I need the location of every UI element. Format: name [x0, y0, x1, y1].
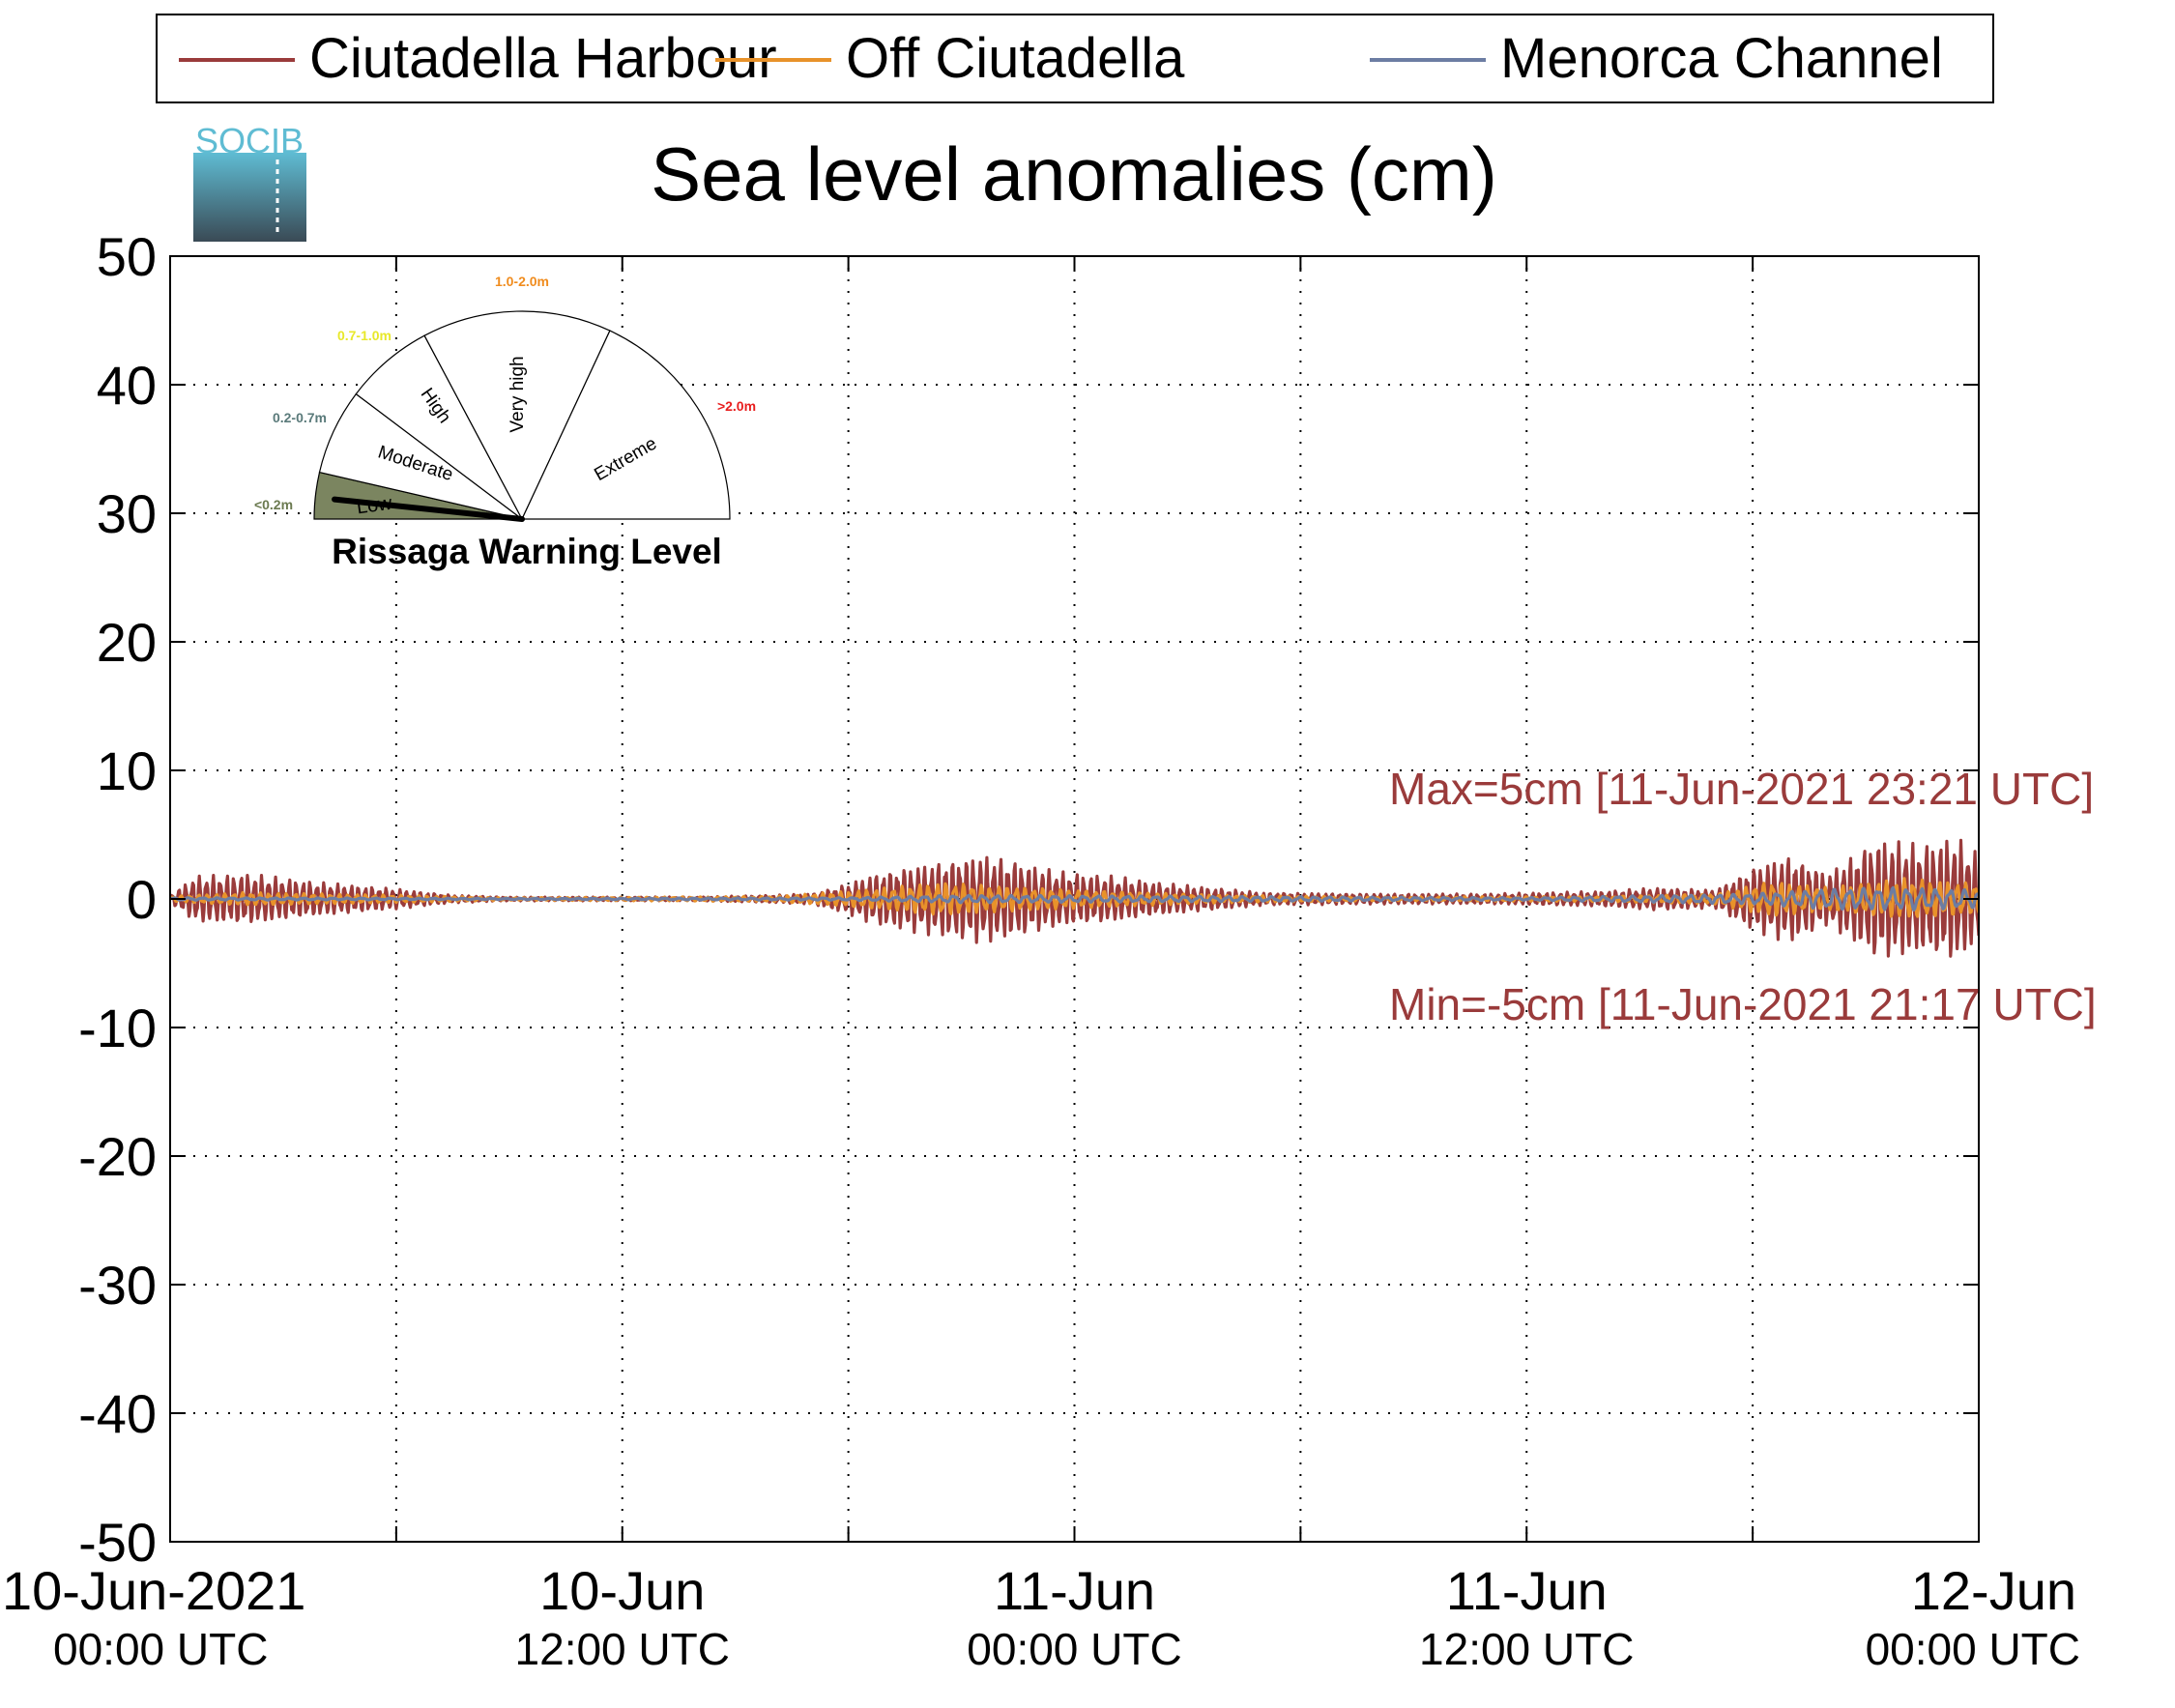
y-tick-label: 40	[97, 355, 157, 416]
socib-logo: SOCIB	[193, 121, 306, 242]
gauge-range-label: <0.2m	[254, 497, 293, 512]
y-tick-label: 0	[127, 869, 157, 930]
max-annotation: Max=5cm [11-Jun-2021 23:21 UTC]	[1389, 764, 2094, 814]
y-tick-label: -40	[78, 1383, 157, 1444]
x-tick-label-date: 11-Jun	[994, 1560, 1155, 1621]
x-tick-label-time: 12:00 UTC	[1419, 1624, 1634, 1674]
min-annotation: Min=-5cm [11-Jun-2021 21:17 UTC]	[1389, 979, 2097, 1029]
y-tick-label: -50	[78, 1512, 157, 1573]
y-tick-label: 50	[97, 226, 157, 287]
gauge-sector	[423, 310, 611, 521]
logo-text: SOCIB	[195, 121, 304, 160]
gauge-sector	[521, 330, 731, 520]
y-tick-label: -10	[78, 998, 157, 1058]
legend-entry: Ciutadella Harbour	[309, 27, 777, 90]
plot-area	[169, 255, 1980, 1543]
x-tick-label-date: 10-Jun-2021	[2, 1560, 305, 1621]
y-tick-label: 10	[97, 740, 157, 801]
x-tick-label-time: 00:00 UTC	[1866, 1624, 2080, 1674]
gauge-range-label: 1.0-2.0m	[495, 274, 549, 289]
x-tick-label-date: 10-Jun	[539, 1560, 705, 1621]
x-tick-label-time: 00:00 UTC	[53, 1624, 268, 1674]
y-tick-label: -20	[78, 1126, 157, 1187]
gauge-needle	[332, 496, 525, 522]
y-axis: 50 40 30 20 10 0 -10 -20 -30 -40 -50	[78, 226, 157, 1573]
gauge-range-label: 0.2-0.7m	[273, 410, 327, 425]
y-tick-label: 30	[97, 483, 157, 544]
x-tick-label-date: 12-Jun	[1911, 1560, 2076, 1621]
gauge-sector-label: Very high	[508, 356, 528, 432]
x-tick-label-time: 12:00 UTC	[515, 1624, 730, 1674]
y-tick-label: -30	[78, 1255, 157, 1316]
rissaga-warning-gauge: LowModerateHighVery highExtreme<0.2m0.2-…	[254, 274, 756, 571]
gauge-title: Rissaga Warning Level	[332, 532, 722, 571]
gauge-range-label: >2.0m	[717, 398, 756, 414]
legend-entry: Off Ciutadella	[846, 27, 1185, 90]
x-tick-label-time: 00:00 UTC	[967, 1624, 1181, 1674]
x-tick-label-date: 11-Jun	[1446, 1560, 1608, 1621]
legend: Ciutadella Harbour Off Ciutadella Menorca …	[156, 14, 1994, 103]
legend-entry: Menorca Channel	[1500, 27, 1943, 90]
chart-title: Sea level anomalies (cm)	[651, 131, 1497, 217]
gauge-range-label: 0.7-1.0m	[337, 328, 392, 343]
series-line-menorca-channel	[170, 885, 1979, 912]
y-tick-label: 20	[97, 612, 157, 673]
